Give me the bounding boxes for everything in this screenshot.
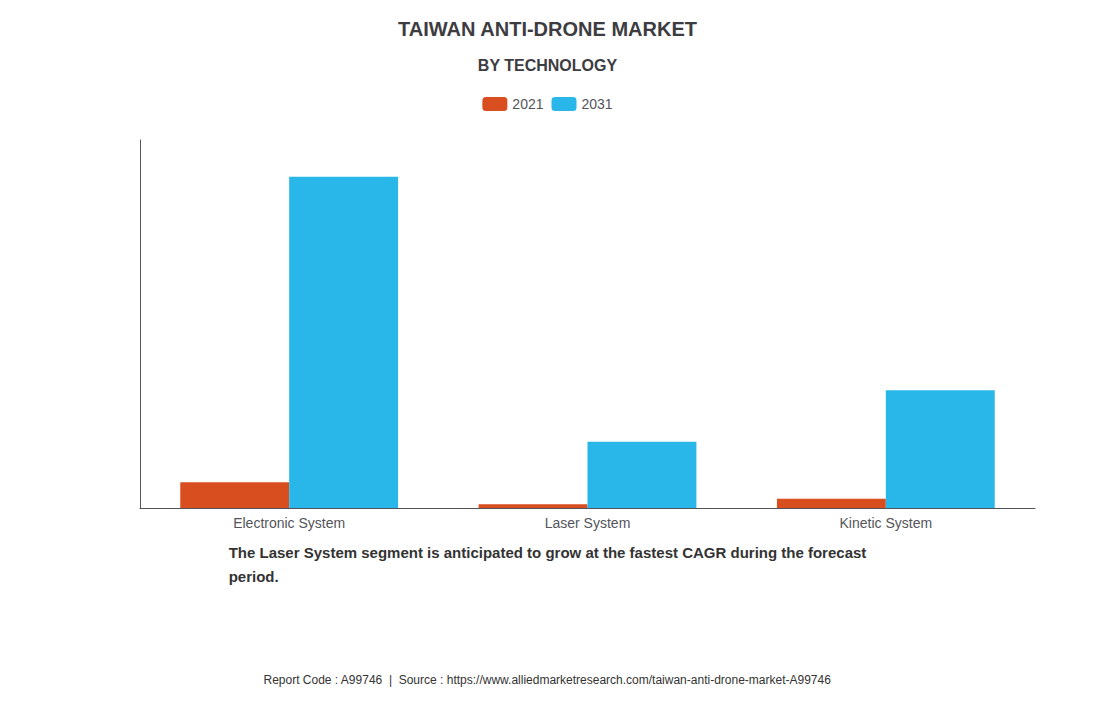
svg-text:2021: 2021: [512, 96, 543, 112]
svg-text:TAIWAN ANTI-DRONE MARKET: TAIWAN ANTI-DRONE MARKET: [398, 18, 697, 40]
svg-text:Report Code : A99746 | Sourc: Report Code : A99746 | Source : https://…: [263, 673, 831, 687]
svg-text:The Laser System segment is an: The Laser System segment is anticipated …: [229, 544, 867, 561]
svg-text:2031: 2031: [582, 96, 613, 112]
svg-text:Electronic System: Electronic System: [233, 515, 345, 531]
svg-text:period.: period.: [229, 568, 279, 585]
svg-text:Kinetic System: Kinetic System: [840, 515, 933, 531]
svg-text:Laser System: Laser System: [545, 515, 631, 531]
svg-text:BY TECHNOLOGY: BY TECHNOLOGY: [478, 57, 618, 74]
